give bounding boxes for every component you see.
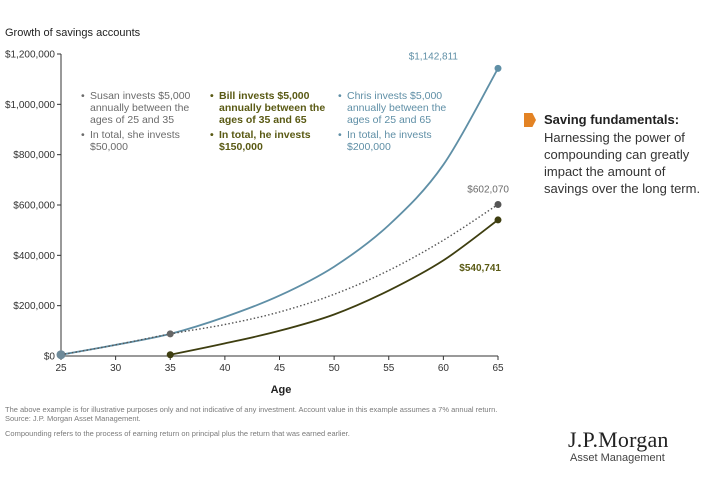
- susan-stop-point: [166, 330, 174, 338]
- annotation-chris-investment: Chris invests $5,000 annually between th…: [338, 90, 456, 126]
- sidebar-note: Saving fundamentals: Harnessing the powe…: [524, 112, 702, 197]
- orange-marker-icon: [524, 113, 536, 127]
- series-end-point-bill: [494, 216, 502, 224]
- x-tick-label: 35: [165, 363, 177, 374]
- x-tick-label: 45: [274, 363, 286, 374]
- x-tick-label: 40: [219, 363, 231, 374]
- footnote-source: Source: J.P. Morgan Asset Management.: [5, 414, 141, 423]
- end-value-label-chris: $1,142,811: [409, 51, 459, 62]
- annotation-bill-total: In total, he invests $150,000: [210, 129, 328, 153]
- logo-subtitle: Asset Management: [570, 452, 665, 464]
- end-value-label-bill: $540,741: [459, 263, 501, 274]
- chart-title: Growth of savings accounts: [5, 27, 141, 39]
- y-tick-label: $200,000: [13, 301, 55, 312]
- axes: $0 $200,000 $400,000 $600,000 $800,000 $1,000…: [5, 50, 504, 375]
- sidebar-title: Saving fundamentals:: [544, 112, 680, 127]
- annotation-bill-investment: Bill invests $5,000 annually between the…: [210, 90, 328, 126]
- x-axis-label: Age: [271, 384, 292, 396]
- y-tick-label: $800,000: [13, 150, 55, 161]
- annotation-susan: Susan invests $5,000 annually between th…: [81, 90, 199, 156]
- series-start-point-bill: [166, 351, 174, 359]
- end-value-labels: $1,142,811 $602,070 $540,741: [409, 51, 510, 274]
- x-tick-label: 55: [383, 363, 395, 374]
- series-end-point-susan: [494, 200, 502, 208]
- y-tick-label: $1,200,000: [5, 50, 55, 61]
- x-tick-label: 60: [438, 363, 450, 374]
- jpmorgan-logo: J.P.Morgan Asset Management: [568, 427, 698, 465]
- annotation-bill: Bill invests $5,000 annually between the…: [210, 90, 328, 156]
- end-value-label-susan: $602,070: [467, 184, 509, 195]
- logo-name: J.P.Morgan: [568, 427, 669, 452]
- series-start-point-susan: [57, 351, 65, 359]
- y-tick-label: $1,000,000: [5, 100, 55, 111]
- series-end-point-chris: [494, 64, 502, 72]
- sidebar-body: Harnessing the power of compounding can …: [544, 130, 701, 196]
- x-tick-label: 50: [329, 363, 341, 374]
- annotation-chris-total: In total, he invests $200,000: [338, 129, 456, 153]
- footnote-disclaimer: The above example is for illustrative pu…: [5, 405, 498, 414]
- x-tick-label: 25: [55, 363, 67, 374]
- y-tick-label: $0: [44, 352, 56, 363]
- annotation-susan-total: In total, she invests $50,000: [81, 129, 199, 153]
- series-lines: [56, 64, 502, 360]
- annotation-susan-investment: Susan invests $5,000 annually between th…: [81, 90, 199, 126]
- x-tick-label: 30: [110, 363, 122, 374]
- y-tick-label: $400,000: [13, 251, 55, 262]
- annotation-chris: Chris invests $5,000 annually between th…: [338, 90, 456, 156]
- x-tick-label: 65: [492, 363, 504, 374]
- y-tick-label: $600,000: [13, 201, 55, 212]
- series-line-bill: [170, 219, 499, 356]
- footnote-compounding: Compounding refers to the process of ear…: [5, 429, 350, 438]
- series-line-susan: [60, 203, 499, 356]
